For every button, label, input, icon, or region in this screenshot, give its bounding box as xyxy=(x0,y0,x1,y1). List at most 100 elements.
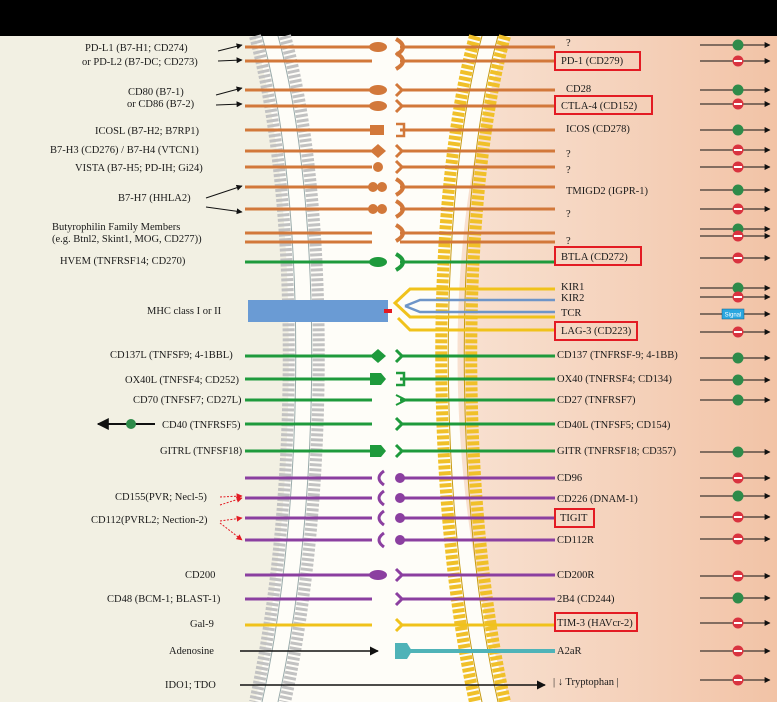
minus-mark xyxy=(734,575,742,577)
receptor-head xyxy=(394,252,405,272)
ligand-head xyxy=(377,182,387,192)
inhibitory-signal xyxy=(700,674,771,686)
pointer-arrow xyxy=(205,184,243,199)
receptor-label: ? xyxy=(566,38,571,49)
pointer-arrow-dashed xyxy=(219,522,243,541)
tcr-alpha xyxy=(404,298,555,308)
receptor-label: CD40L (TNFSF5; CD154) xyxy=(557,420,671,431)
receptor-label: CD226 (DNAM-1) xyxy=(557,494,638,505)
inhibitory-signal xyxy=(700,645,771,657)
ligand-head xyxy=(377,509,385,527)
ligand-label: CD40 (TNFRSF5) xyxy=(162,420,241,431)
inhibitory-signal xyxy=(700,203,771,215)
signal-badge: Signal xyxy=(700,308,771,320)
stimulatory-signal xyxy=(700,39,771,51)
ligand-receptor-pair xyxy=(245,252,555,272)
inhibitory-signal xyxy=(700,617,771,629)
receptor-label: LAG-3 (CD223) xyxy=(561,326,632,337)
inhibitory-signal xyxy=(700,161,771,173)
ligand-head xyxy=(369,42,387,52)
ligand-label: CD80 (B7-1) xyxy=(128,87,184,98)
ligand-label: B7-H3 (CD276) / B7-H4 (VTCN1) xyxy=(50,145,199,156)
inhibitory-signal xyxy=(700,533,771,545)
ligand-label: IDO1; TDO xyxy=(165,680,216,691)
receptor-head xyxy=(395,513,405,523)
minus-mark xyxy=(734,208,742,210)
signal-indicators: Signal xyxy=(700,39,771,686)
ligand-label: (e.g. Btnl2, Skint1, MOG, CD277)) xyxy=(52,234,202,245)
ligand-label: OX40L (TNFSF4; CD252) xyxy=(125,375,239,386)
ligand-head xyxy=(368,182,378,192)
stimulatory-signal xyxy=(700,282,771,294)
minus-mark xyxy=(734,650,742,652)
highlight-box-btla xyxy=(554,246,642,266)
ligand-label: VISTA (B7-H5; PD-IH; Gi24) xyxy=(75,163,203,174)
receptor-label: CD27 (TNFRSF7) xyxy=(557,395,636,406)
ligand-label: B7-H7 (HHLA2) xyxy=(118,193,191,204)
ligand-label: CD137L (TNFSF9; 4-1BBL) xyxy=(110,350,233,361)
ligand-label: CD200 xyxy=(185,570,215,581)
ligand-label: or PD-L2 (B7-DC; CD273) xyxy=(82,57,198,68)
receptor-label: | ↓ Tryptophan | xyxy=(553,677,619,688)
receptor-label: CTLA-4 (CD152) xyxy=(561,101,638,112)
receptor-label: TIGIT xyxy=(560,513,588,524)
ligand-receptor-pair xyxy=(245,443,555,459)
minus-mark xyxy=(734,235,742,237)
receptor-head xyxy=(395,535,405,545)
receptor-head xyxy=(394,177,405,197)
ligand-head xyxy=(370,373,386,385)
pointer-arrow xyxy=(217,57,243,64)
receptor-label: PD-1 (CD279) xyxy=(561,56,624,67)
adenosine-pathway xyxy=(240,643,555,659)
stim-dot xyxy=(732,592,744,604)
ligand-receptor-pair xyxy=(245,223,555,243)
ligand-head xyxy=(369,570,387,580)
minus-mark xyxy=(734,296,742,298)
inhibitory-signal xyxy=(700,570,771,582)
receptor-head xyxy=(394,143,405,159)
minus-mark xyxy=(734,679,742,681)
receptor-head xyxy=(395,473,405,483)
stim-dot xyxy=(732,84,744,96)
highlight-box-ctla4 xyxy=(554,95,653,115)
highlight-box-lag3 xyxy=(554,321,638,341)
ligand-head xyxy=(369,85,387,95)
inhibitory-signal xyxy=(700,326,771,338)
inhibitory-signal xyxy=(700,98,771,110)
ligand-labels: PD-L1 (B7-H1; CD274) or PD-L2 (B7-DC; CD… xyxy=(50,43,243,691)
mhc-tcr-complex xyxy=(248,287,555,332)
receptor-head xyxy=(396,122,406,138)
stimulatory-signal xyxy=(700,184,771,196)
minus-mark xyxy=(734,257,742,259)
inhibitory-signal xyxy=(700,511,771,523)
receptor-head xyxy=(394,98,405,114)
ligand-head xyxy=(370,125,384,135)
ligand-label: CD70 (TNFSF7; CD27L) xyxy=(133,395,242,406)
stimulatory-signal xyxy=(700,446,771,458)
ligand-label: MHC class I or II xyxy=(147,306,222,317)
ligand-head xyxy=(369,257,387,267)
ligand-receptor-pair xyxy=(245,199,555,219)
receptor-label: ? xyxy=(566,209,571,220)
inhibitory-signal xyxy=(700,230,771,242)
receptor-label: CD112R xyxy=(557,535,594,546)
receptor-head xyxy=(394,199,405,219)
receptor-head xyxy=(395,493,405,503)
receptor-head xyxy=(394,567,405,583)
ligand-receptor-pair xyxy=(245,143,555,159)
inhibitory-signal xyxy=(700,291,771,303)
a2ar-head xyxy=(395,643,412,659)
stim-dot xyxy=(732,374,744,386)
ligand-label: Gal-9 xyxy=(190,619,214,630)
ligand-label: PD-L1 (B7-H1; CD274) xyxy=(85,43,188,54)
ligand-label: or CD86 (B7-2) xyxy=(127,99,195,110)
highlight-box-tigit xyxy=(554,508,595,528)
inhibitory-signal xyxy=(700,55,771,67)
receptor-head xyxy=(394,443,405,459)
ligand-label: HVEM (TNFRSF14; CD270) xyxy=(60,256,186,267)
minus-mark xyxy=(734,477,742,479)
stimulatory-signal xyxy=(700,84,771,96)
stimulatory-signal xyxy=(700,490,771,502)
ligand-receptor-pair xyxy=(245,416,555,432)
ligand-receptor-pair xyxy=(245,509,555,527)
